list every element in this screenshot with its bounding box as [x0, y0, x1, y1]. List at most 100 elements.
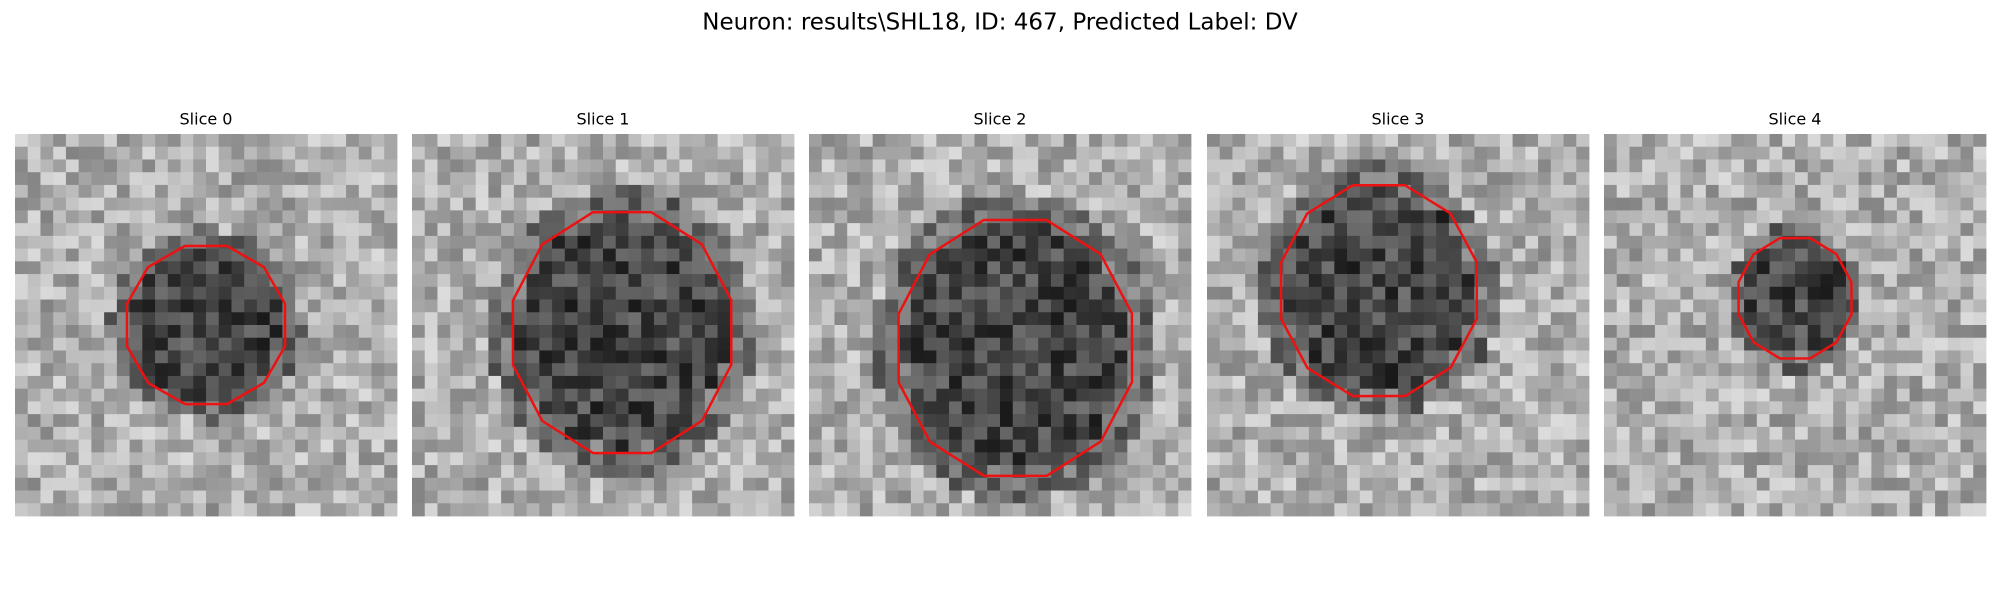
- pixel: [462, 375, 477, 390]
- pixel: [1089, 146, 1103, 160]
- pixel: [1538, 363, 1552, 377]
- pixel: [564, 134, 578, 148]
- pixel: [1718, 286, 1732, 300]
- pixel: [1642, 363, 1656, 377]
- pixel: [1232, 426, 1246, 440]
- pixel: [974, 325, 988, 339]
- pixel: [552, 337, 566, 351]
- pixel: [949, 184, 963, 199]
- pixel: [539, 452, 553, 466]
- pixel: [743, 388, 757, 402]
- pixel: [692, 426, 706, 440]
- pixel: [104, 235, 118, 249]
- pixel: [78, 299, 92, 313]
- pixel: [65, 465, 80, 479]
- pixel: [488, 210, 502, 224]
- pixel: [1398, 159, 1412, 173]
- pixel: [1538, 337, 1552, 351]
- pixel: [1436, 439, 1450, 453]
- pixel: [1152, 452, 1166, 466]
- pixel: [1152, 274, 1166, 288]
- pixel: [1756, 363, 1770, 377]
- pixel: [129, 337, 143, 351]
- pixel: [539, 261, 553, 275]
- pixel: [590, 337, 604, 351]
- pixel: [104, 439, 118, 453]
- pixel: [1858, 184, 1872, 199]
- pixel: [1114, 426, 1128, 440]
- pixel: [180, 184, 194, 199]
- pixel: [358, 388, 372, 402]
- pixel: [142, 146, 156, 160]
- pixel: [27, 477, 41, 491]
- pixel: [603, 363, 617, 377]
- pixel: [821, 503, 835, 517]
- pixel: [462, 477, 477, 491]
- pixel: [1718, 477, 1732, 491]
- pixel: [885, 363, 899, 377]
- pixel: [1744, 248, 1758, 262]
- pixel: [475, 261, 489, 275]
- pixel: [193, 261, 207, 275]
- pixel: [859, 388, 874, 402]
- pixel: [424, 210, 438, 224]
- pixel: [539, 439, 553, 453]
- pixel: [218, 261, 232, 275]
- pixel: [1871, 210, 1885, 224]
- pixel: [1257, 184, 1272, 199]
- pixel: [1178, 452, 1192, 466]
- pixel: [1756, 325, 1770, 339]
- pixel: [1012, 197, 1026, 211]
- pixel: [1025, 312, 1039, 326]
- pixel: [1436, 350, 1450, 364]
- pixel: [872, 312, 886, 326]
- pixel: [1461, 172, 1475, 186]
- pixel: [615, 465, 629, 479]
- pixel: [180, 210, 194, 224]
- pixel: [1219, 184, 1233, 199]
- pixel: [1680, 325, 1694, 339]
- pixel: [1935, 350, 1949, 364]
- pixel: [1769, 197, 1783, 211]
- pixel: [1140, 159, 1154, 173]
- pixel: [1922, 503, 1936, 517]
- pixel: [1629, 401, 1643, 415]
- pixel: [1680, 197, 1694, 211]
- pixel: [1973, 388, 1987, 402]
- pixel: [1270, 388, 1284, 402]
- pixel: [1563, 350, 1577, 364]
- pixel: [1089, 261, 1103, 275]
- pixel: [1795, 134, 1809, 148]
- pixel: [539, 388, 553, 402]
- pixel: [666, 337, 680, 351]
- pixel: [1114, 337, 1128, 351]
- pixel: [1731, 363, 1745, 377]
- pixel: [129, 248, 143, 262]
- pixel: [462, 503, 477, 517]
- pixel: [859, 286, 874, 300]
- pixel: [628, 184, 642, 199]
- pixel: [218, 210, 232, 224]
- pixel: [755, 477, 769, 491]
- pixel: [768, 439, 782, 453]
- pixel: [1257, 134, 1272, 148]
- pixel: [603, 325, 617, 339]
- pixel: [193, 172, 207, 186]
- pixel: [269, 325, 283, 339]
- pixel: [269, 401, 283, 415]
- pixel: [1884, 159, 1898, 173]
- pixel: [1538, 414, 1552, 428]
- pixel: [781, 235, 795, 249]
- pixel: [1245, 210, 1259, 224]
- pixel: [53, 146, 67, 160]
- pixel: [603, 452, 617, 466]
- pixel: [717, 223, 731, 237]
- pixel: [1000, 401, 1014, 415]
- pixel: [244, 312, 258, 326]
- pixel: [1947, 401, 1961, 415]
- pixel: [412, 426, 426, 440]
- pixel: [1000, 261, 1014, 275]
- contour: [897, 218, 1134, 478]
- pixel: [269, 375, 283, 390]
- pixel: [1410, 134, 1424, 148]
